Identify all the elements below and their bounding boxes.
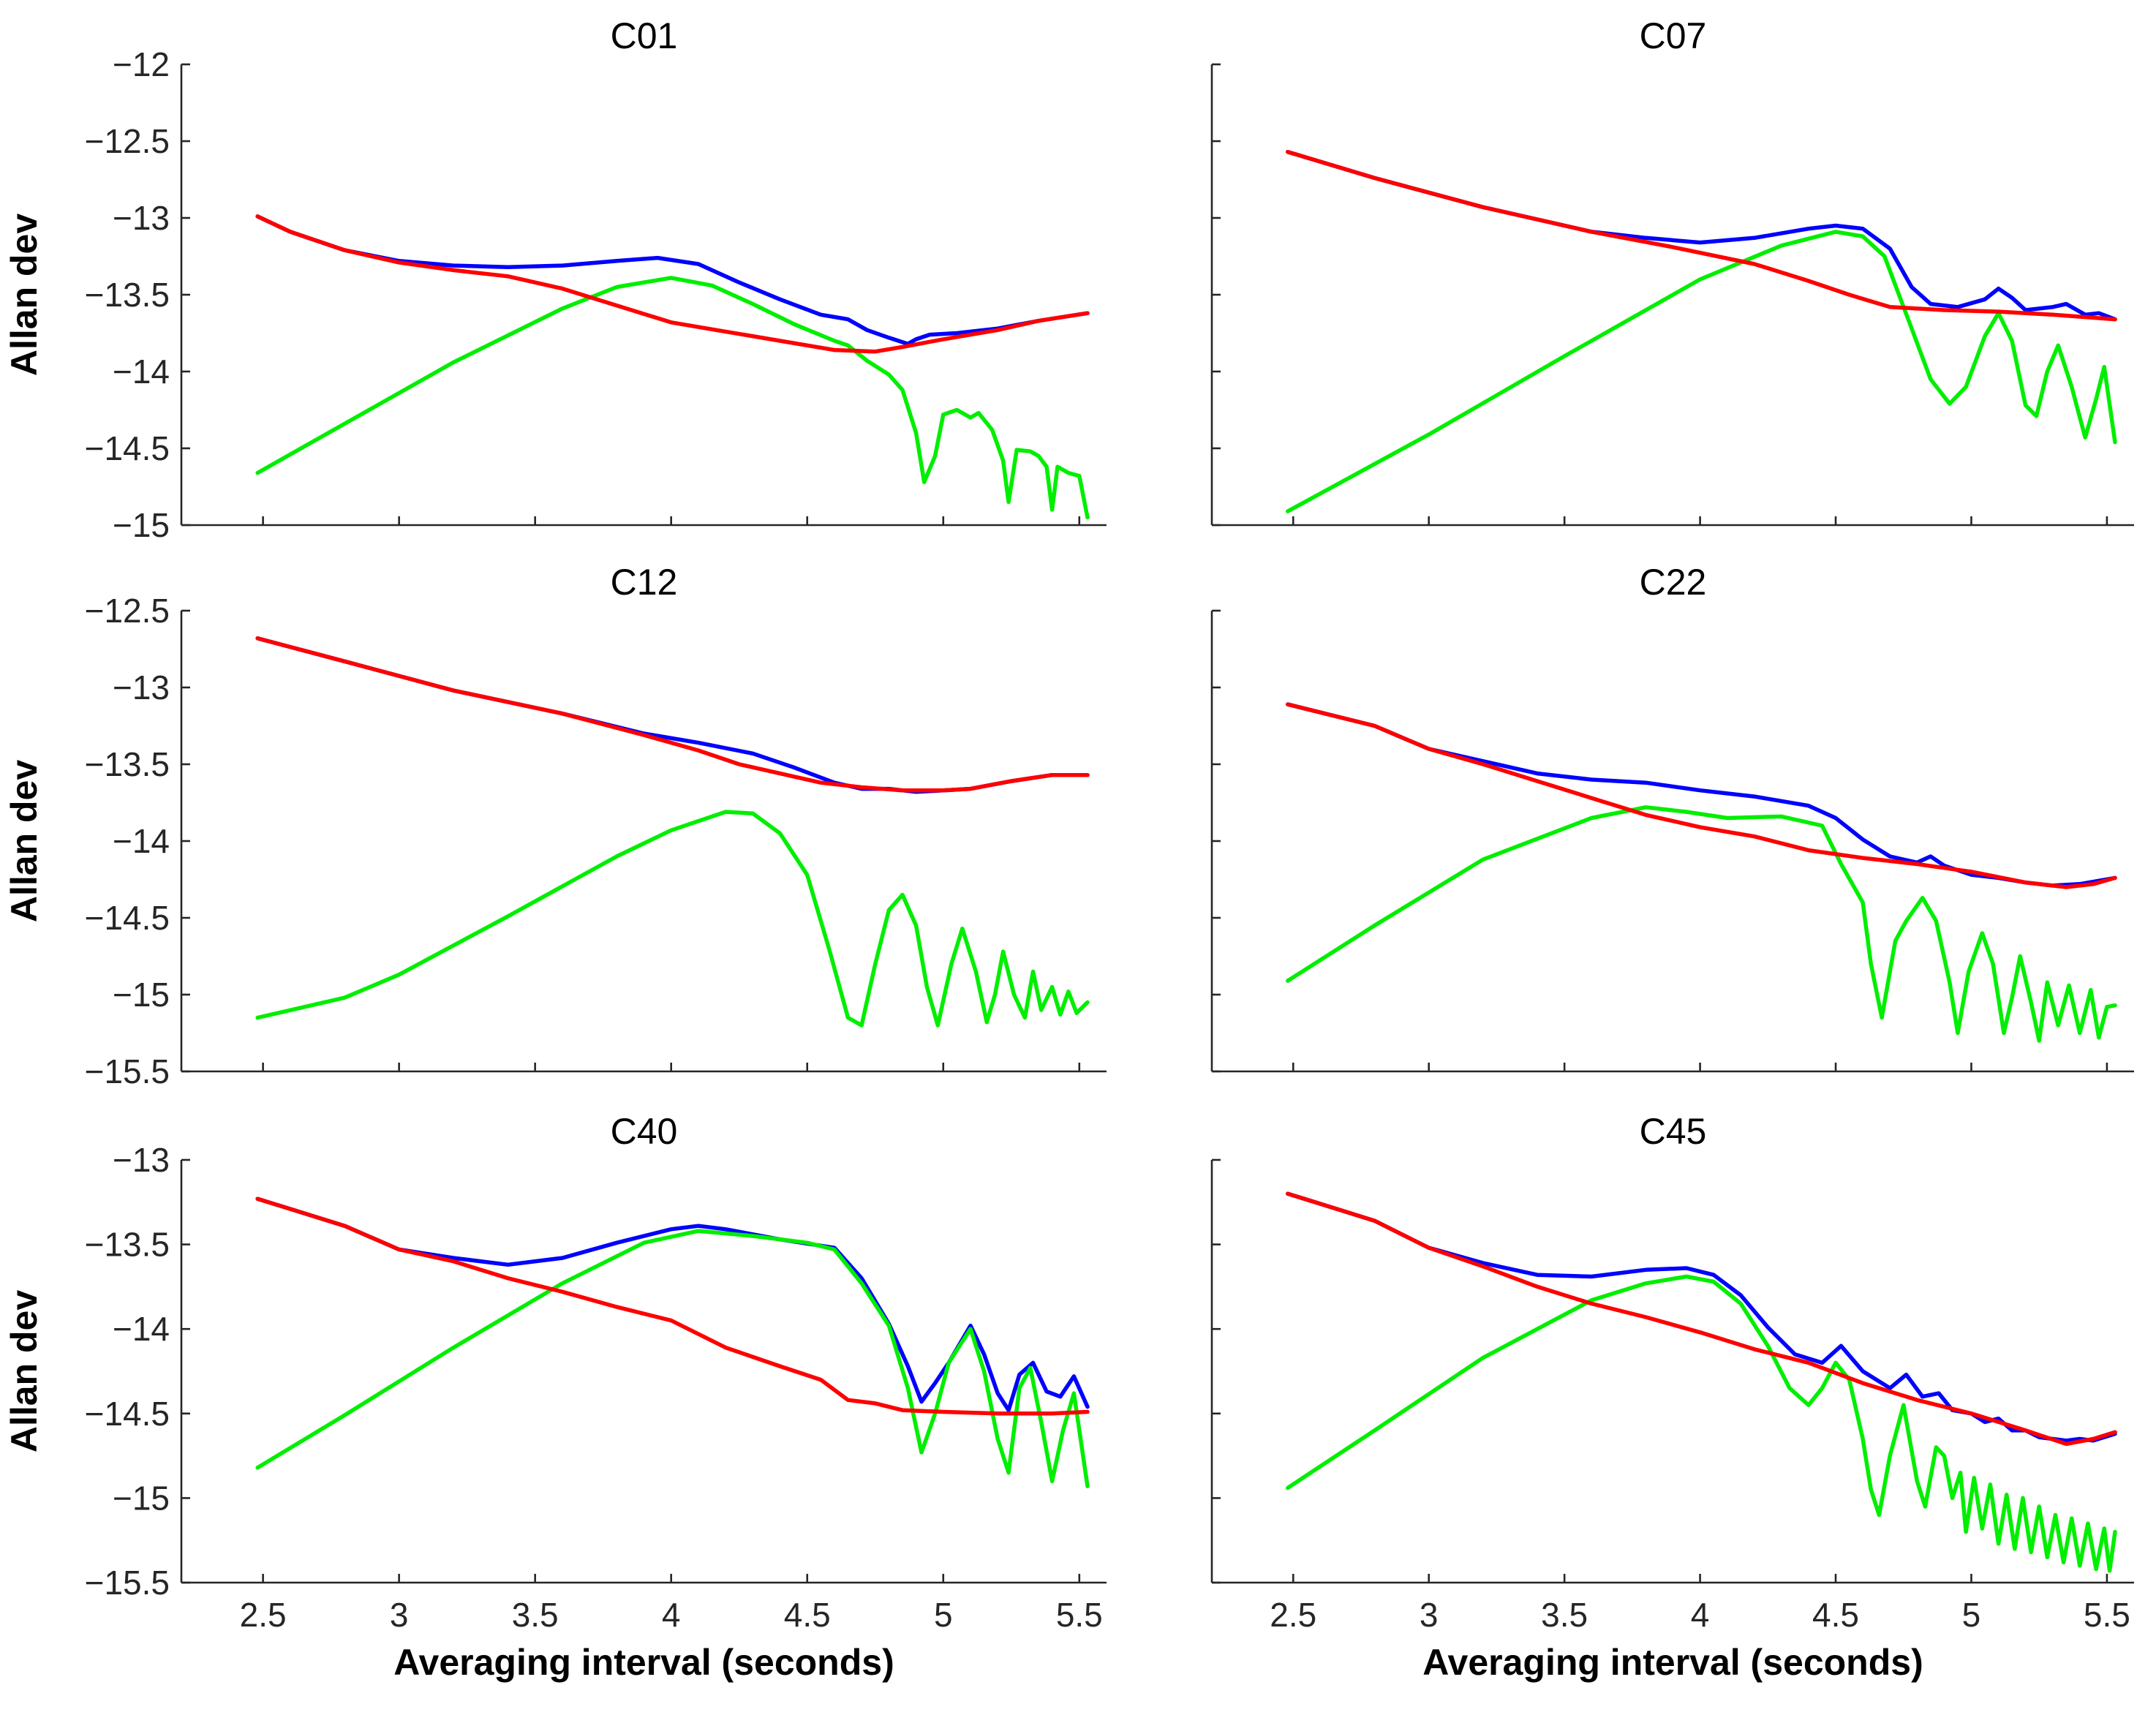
- panel-title: C45: [1640, 1111, 1707, 1152]
- y-tick-label: −15.5: [85, 1052, 170, 1090]
- y-tick-label: −14.5: [85, 899, 170, 937]
- x-tick-label: 4.5: [784, 1596, 831, 1634]
- x-tick-label: 5.5: [1056, 1596, 1103, 1634]
- x-axis-title: Averaging interval (seconds): [393, 1642, 894, 1683]
- y-tick-label: −13.5: [85, 276, 170, 314]
- x-tick-label: 2.5: [240, 1596, 287, 1634]
- y-tick-label: −15: [113, 1479, 170, 1517]
- y-tick-label: −14.5: [85, 1395, 170, 1433]
- series-line-blue: [1286, 1191, 2117, 1443]
- y-tick-label: −15: [113, 506, 170, 544]
- y-tick-label: −15: [113, 976, 170, 1014]
- series-line-red: [255, 1196, 1090, 1416]
- panel-title: C01: [611, 15, 678, 56]
- series-line-green: [255, 1229, 1090, 1488]
- series-line-blue: [1286, 149, 2117, 322]
- x-tick-label: 3: [390, 1596, 409, 1634]
- x-tick-label: 5: [1962, 1596, 1981, 1634]
- panel-title: C40: [611, 1111, 678, 1152]
- x-tick-label: 4.5: [1812, 1596, 1859, 1634]
- series-line-blue: [1286, 702, 2117, 888]
- chart-panel-c07: C07: [1210, 15, 2134, 527]
- y-axis-title: Allan dev: [4, 214, 45, 376]
- series-line-green: [255, 276, 1090, 520]
- x-tick-label: 3: [1420, 1596, 1439, 1634]
- x-axis-title: Averaging interval (seconds): [1422, 1642, 1923, 1683]
- x-tick-label: 3.5: [512, 1596, 559, 1634]
- y-tick-label: −13: [113, 668, 170, 706]
- x-tick-label: 5: [934, 1596, 953, 1634]
- x-tick-label: 4: [1691, 1596, 1710, 1634]
- x-tick-label: 3.5: [1541, 1596, 1588, 1634]
- y-tick-label: −15.5: [85, 1564, 170, 1602]
- series-line-green: [255, 810, 1090, 1028]
- series-line-blue: [255, 636, 1090, 794]
- x-tick-label: 5.5: [2084, 1596, 2130, 1634]
- panel-title: C07: [1640, 15, 1707, 56]
- y-tick-label: −14: [113, 1310, 170, 1348]
- series-line-blue: [255, 1196, 1090, 1412]
- series-line-green: [1286, 230, 2117, 513]
- y-tick-label: −13.5: [85, 1226, 170, 1264]
- y-tick-label: −13.5: [85, 745, 170, 783]
- series-line-red: [1286, 702, 2117, 889]
- series-line-red: [1286, 1191, 2117, 1447]
- x-tick-label: 2.5: [1270, 1596, 1316, 1634]
- panel-title: C12: [611, 562, 678, 603]
- chart-panel-c12: C12 −15.5 −15 −14.5 −14 −13.5 −13 −12.5 Allan de…: [4, 562, 1107, 1090]
- chart-panel-c45: C45 2.5 3 3.5 4 4.5 5 5.5 Averaging interval (se…: [1210, 1111, 2134, 1683]
- chart-panel-c40: C40 −15.5 −15 −14.5 −14 −13.5 −13 2.5 3 3.5 4 4.5 5 5…: [4, 1111, 1107, 1683]
- panel-title: C22: [1640, 562, 1707, 603]
- y-tick-label: −14.5: [85, 429, 170, 467]
- series-line-red: [1286, 149, 2117, 322]
- y-tick-label: −13: [113, 1141, 170, 1179]
- chart-panel-c22: C22: [1210, 562, 2134, 1073]
- y-tick-label: −14: [113, 353, 170, 391]
- series-line-blue: [255, 214, 1090, 346]
- series-line-green: [1286, 805, 2117, 1043]
- series-line-red: [255, 214, 1090, 354]
- x-tick-label: 4: [662, 1596, 681, 1634]
- y-axis-title: Allan dev: [4, 760, 45, 922]
- y-tick-label: −13: [113, 199, 170, 237]
- series-line-red: [255, 636, 1090, 793]
- y-tick-label: −12: [113, 45, 170, 83]
- y-tick-label: −14: [113, 822, 170, 860]
- y-tick-label: −12.5: [85, 592, 170, 630]
- chart-panel-c01: C01 −15 −14.5 −14 −13.5 −13 −12.5 −12 Allan dev: [4, 15, 1107, 544]
- y-axis-title: Allan dev: [4, 1290, 45, 1452]
- y-tick-label: −12.5: [85, 122, 170, 160]
- series-line-green: [1286, 1274, 2117, 1573]
